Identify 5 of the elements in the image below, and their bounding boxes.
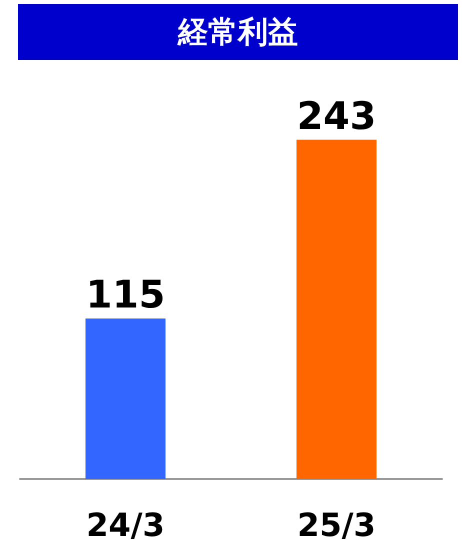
data-label: 243	[296, 94, 376, 138]
data-label: 115	[86, 272, 166, 316]
x-tick-label: 25/3	[297, 506, 376, 544]
chart-title: 経常利益	[18, 4, 458, 60]
x-tick-label: 24/3	[86, 506, 165, 544]
